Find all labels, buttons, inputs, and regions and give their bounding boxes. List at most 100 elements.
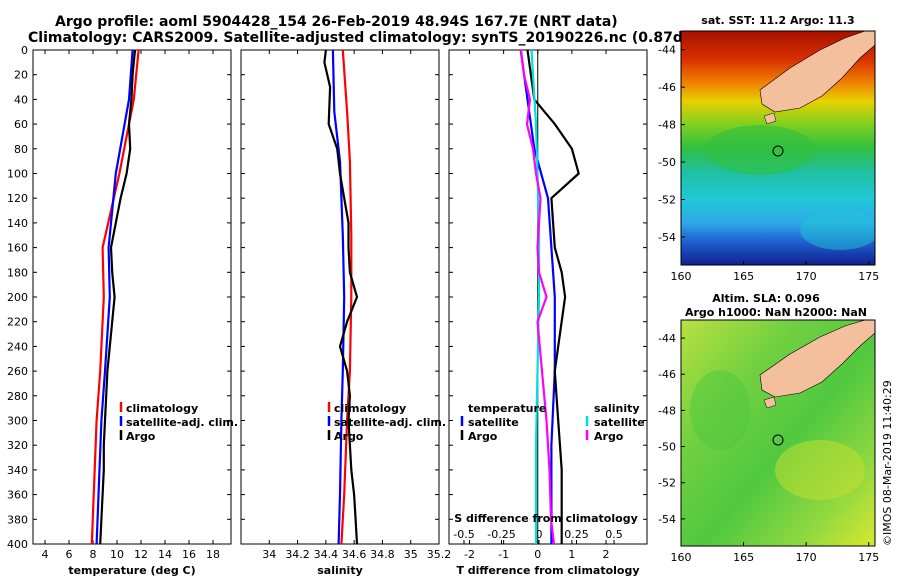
series-satellite-adj-clim (331, 49, 346, 545)
sst-map-axes: 160 165 170 175 -44 -46 -48 -50 -52 -54 (658, 44, 879, 283)
salinity-difference-top-axis: -0.5 -0.25 0 0.25 0.5 (453, 528, 623, 544)
legend-label-climatology: climatology (334, 402, 406, 415)
difference-plot-area (448, 49, 648, 545)
depth-tick-label: 340 (7, 464, 28, 477)
x-tick-label: 34.8 (370, 548, 395, 561)
sla-map-title-1: Altim. SLA: 0.096 (712, 292, 820, 305)
depth-tick-label: 220 (7, 316, 28, 329)
temperature-x-axis: 4 6 8 10 12 14 16 18 (42, 50, 220, 561)
t-difference-axis-label: T difference from climatology (456, 564, 639, 577)
sla-map-frame (680, 319, 876, 547)
legend-label-s-satellite: satellite (594, 416, 645, 429)
depth-axis: 0 20 40 60 80 100 120 140 160 180 200 220 240 260 280 3… (7, 44, 647, 551)
map-x-tick-label: 160 (671, 551, 692, 564)
map-y-tick-label: -52 (658, 193, 676, 206)
map-y-tick-label: -50 (658, 156, 676, 169)
series-satellite-adj-clim (95, 49, 134, 545)
depth-tick-label: 140 (7, 217, 28, 230)
x-tick-label: 6 (66, 548, 73, 561)
depth-tick-label: 260 (7, 365, 28, 378)
legend-label-argo: Argo (126, 430, 156, 443)
x-tick-label: 0.5 (605, 528, 623, 541)
map-y-tick-label: -44 (658, 332, 676, 345)
temperature-plot-area (32, 49, 232, 545)
depth-tick-label: 300 (7, 415, 28, 428)
legend-title-salinity: salinity (594, 402, 640, 415)
new-zealand-land (759, 320, 875, 398)
legend-label-t-argo: Argo (468, 430, 498, 443)
sla-map-axes: 160 165 170 175 -44 -46 -48 -50 -52 -54 (658, 332, 879, 564)
argo-location-marker (772, 434, 784, 446)
map-x-tick-label: 175 (858, 270, 879, 283)
legend-label-satellite: satellite-adj. clim. (126, 416, 238, 429)
map-y-tick-label: -48 (658, 404, 676, 417)
legend-label-argo: Argo (334, 430, 364, 443)
difference-legend: temperature satellite Argo salinity sate… (460, 402, 645, 443)
legend-label-s-argo: Argo (594, 430, 624, 443)
map-x-tick-label: 165 (733, 551, 754, 564)
depth-tick-label: 120 (7, 192, 28, 205)
sla-patch (690, 370, 750, 450)
sla-map-title-2: Argo h1000: NaN h2000: NaN (685, 306, 867, 319)
temperature-axis-label: temperature (deg C) (68, 564, 195, 577)
sst-map (681, 31, 875, 265)
depth-tick-label: 80 (14, 143, 28, 156)
series-t-argo (526, 49, 580, 544)
map-y-tick-label: -50 (658, 441, 676, 454)
s-difference-axis-label: S difference from climatology (454, 512, 638, 525)
map-y-tick-label: -52 (658, 477, 676, 490)
depth-tick-label: 60 (14, 118, 28, 131)
map-x-tick-label: 170 (796, 551, 817, 564)
map-x-tick-label: 165 (733, 270, 754, 283)
map-x-tick-label: 160 (671, 270, 692, 283)
x-tick-label: 0.25 (564, 528, 589, 541)
sst-warm-patch (705, 125, 815, 175)
depth-tick-label: 0 (21, 44, 28, 57)
sst-map-title: sat. SST: 11.2 Argo: 11.3 (701, 14, 854, 27)
x-tick-label: 14 (158, 548, 172, 561)
x-tick-label: 34.2 (285, 548, 310, 561)
depth-tick-label: 360 (7, 489, 28, 502)
x-tick-label: 34.6 (342, 548, 367, 561)
salinity-axis-label: salinity (317, 564, 363, 577)
series-s-satellite (530, 49, 541, 544)
depth-tick-label: 20 (14, 69, 28, 82)
sla-patch (775, 440, 865, 500)
x-tick-label: 16 (182, 548, 196, 561)
x-tick-label: 34 (262, 548, 276, 561)
x-tick-label: 0 (534, 548, 541, 561)
x-tick-label: 12 (134, 548, 148, 561)
x-tick-label: -1 (498, 548, 509, 561)
salinity-x-axis: 34 34.2 34.4 34.6 34.8 35 35.2 (262, 50, 451, 561)
map-y-tick-label: -54 (658, 513, 676, 526)
x-tick-label: 0 (536, 528, 543, 541)
depth-tick-label: 320 (7, 439, 28, 452)
x-tick-label: -0.5 (453, 528, 474, 541)
map-y-tick-label: -44 (658, 44, 676, 57)
sla-map (681, 320, 875, 546)
series-argo (99, 49, 137, 545)
new-zealand-land (759, 31, 875, 113)
salinity-legend: climatology satellite-adj. clim. Argo (327, 402, 446, 443)
depth-tick-label: 380 (7, 513, 28, 526)
imos-timestamp: ©IMOS 08-Mar-2019 11:40:29 (881, 380, 894, 546)
depth-tick-label: 180 (7, 266, 28, 279)
x-tick-label: 18 (206, 548, 220, 561)
depth-tick-label: 40 (14, 93, 28, 106)
stewart-island (763, 396, 777, 409)
x-tick-label: 4 (42, 548, 49, 561)
depth-tick-label: 240 (7, 340, 28, 353)
legend-title-temperature: temperature (468, 402, 546, 415)
sst-cool-patch (800, 210, 875, 250)
depth-tick-label: 100 (7, 168, 28, 181)
series-t-satellite (519, 49, 556, 544)
x-tick-label: 2 (603, 548, 610, 561)
stewart-island (763, 112, 777, 125)
map-y-tick-label: -46 (658, 368, 676, 381)
argo-location-marker (772, 145, 784, 157)
legend-label-climatology: climatology (126, 402, 198, 415)
x-tick-label: -0.25 (487, 528, 515, 541)
series-climatology (340, 49, 353, 545)
x-tick-label: 8 (90, 548, 97, 561)
